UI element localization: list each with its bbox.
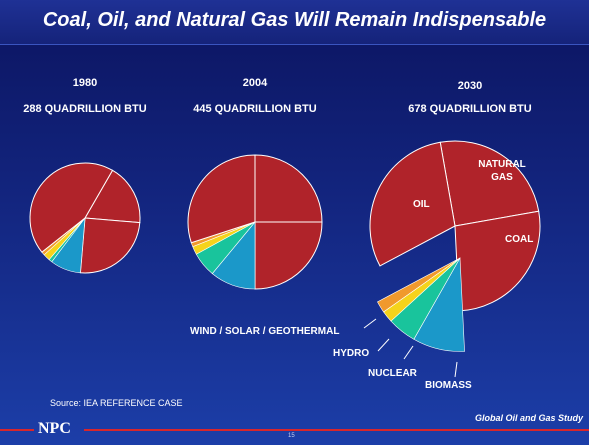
pie-slice xyxy=(29,162,114,253)
pie-total: 288 QUADRILLION BTU xyxy=(23,103,147,115)
logo: NPC xyxy=(38,420,71,437)
slice-label: HYDRO xyxy=(333,348,370,359)
pie-slice xyxy=(84,169,141,224)
pie-slice xyxy=(369,141,456,267)
callout-line xyxy=(454,361,458,378)
slice-label: OIL xyxy=(413,199,430,210)
slide-title: Coal, Oil, and Natural Gas Will Remain I… xyxy=(42,9,547,31)
slice-label: BIOMASS xyxy=(425,380,472,391)
pie-year: 2004 xyxy=(242,77,268,89)
pie-total: 678 QUADRILLION BTU xyxy=(408,103,532,115)
pie-year: 2030 xyxy=(457,80,483,92)
slice-label: COAL xyxy=(505,234,534,245)
source: Source: IEA REFERENCE CASE xyxy=(50,398,183,408)
pie-slice xyxy=(254,154,323,223)
study-name: Global Oil and Gas Study xyxy=(474,413,583,423)
pie-slice xyxy=(187,154,256,244)
callouts xyxy=(363,318,458,378)
pie-total: 445 QUADRILLION BTU xyxy=(193,103,317,115)
pie-slice xyxy=(377,257,461,313)
callout-line xyxy=(377,338,390,352)
pie-slice xyxy=(454,210,541,312)
callout-line xyxy=(403,345,414,360)
pie-slice xyxy=(439,140,540,227)
slice-label: WIND / SOLAR / GEOTHERMAL xyxy=(190,326,340,337)
title-bar xyxy=(0,0,589,45)
callout-line xyxy=(363,318,377,329)
pie-year: 1980 xyxy=(72,77,98,89)
slice-label: NUCLEAR xyxy=(368,368,417,379)
slice-label: NATURAL GAS xyxy=(478,159,526,183)
pie-slice xyxy=(79,217,141,274)
page-number: 15 xyxy=(288,433,295,439)
pie-slice xyxy=(254,221,323,290)
